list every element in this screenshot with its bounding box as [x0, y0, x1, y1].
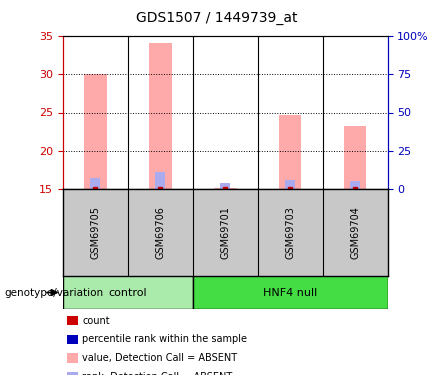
Text: control: control: [108, 288, 147, 297]
Bar: [220, 183, 230, 189]
Text: HNF4 null: HNF4 null: [263, 288, 317, 297]
Bar: [350, 181, 360, 189]
Text: value, Detection Call = ABSENT: value, Detection Call = ABSENT: [82, 353, 237, 363]
Text: GSM69706: GSM69706: [155, 206, 165, 259]
Text: percentile rank within the sample: percentile rank within the sample: [82, 334, 247, 344]
Bar: [90, 178, 100, 189]
Text: GSM69704: GSM69704: [350, 206, 360, 259]
Text: GSM69701: GSM69701: [220, 206, 230, 259]
Text: GSM69705: GSM69705: [90, 206, 100, 259]
Bar: [63, 276, 193, 309]
Text: GSM69703: GSM69703: [285, 206, 295, 259]
Bar: [149, 44, 171, 189]
Bar: [84, 74, 107, 189]
Text: genotype/variation: genotype/variation: [4, 288, 103, 297]
Bar: [279, 115, 301, 189]
Bar: [155, 172, 165, 189]
Text: count: count: [82, 316, 110, 326]
Bar: [344, 126, 366, 189]
Text: GDS1507 / 1449739_at: GDS1507 / 1449739_at: [136, 11, 297, 25]
Bar: [214, 188, 236, 189]
Text: rank, Detection Call = ABSENT: rank, Detection Call = ABSENT: [82, 372, 233, 375]
Bar: [285, 180, 295, 189]
Bar: [193, 276, 388, 309]
